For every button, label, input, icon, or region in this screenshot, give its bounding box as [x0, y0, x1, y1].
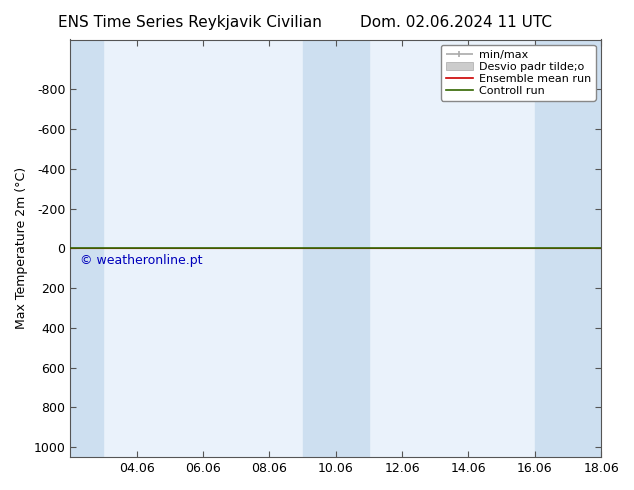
Text: © weatheronline.pt: © weatheronline.pt — [81, 254, 203, 267]
Bar — [534, 40, 601, 457]
Text: ENS Time Series Reykjavik Civilian: ENS Time Series Reykjavik Civilian — [58, 15, 322, 30]
Bar — [70, 40, 103, 457]
Legend: min/max, Desvio padr tilde;o, Ensemble mean run, Controll run: min/max, Desvio padr tilde;o, Ensemble m… — [441, 45, 595, 100]
Text: Dom. 02.06.2024 11 UTC: Dom. 02.06.2024 11 UTC — [361, 15, 552, 30]
Y-axis label: Max Temperature 2m (°C): Max Temperature 2m (°C) — [15, 167, 28, 329]
Bar — [302, 40, 369, 457]
